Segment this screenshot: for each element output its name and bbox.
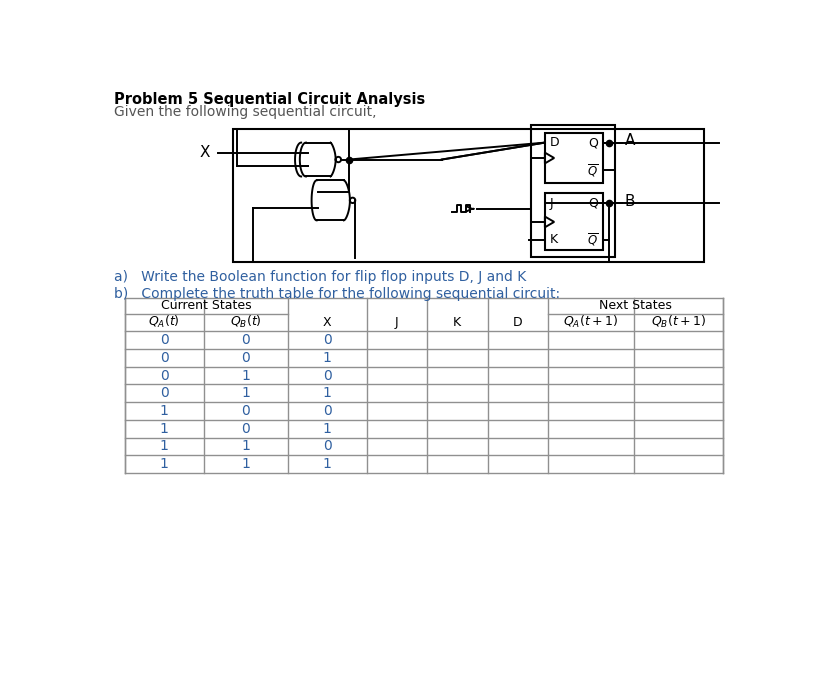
Text: 1: 1 bbox=[323, 351, 332, 364]
Text: $Q_B(t+1)$: $Q_B(t+1)$ bbox=[651, 315, 706, 331]
Text: K: K bbox=[549, 233, 558, 246]
Text: $Q_A(t)$: $Q_A(t)$ bbox=[148, 315, 180, 331]
Text: 0: 0 bbox=[242, 422, 250, 435]
Text: 1: 1 bbox=[160, 422, 169, 435]
Text: 0: 0 bbox=[323, 439, 332, 454]
Text: Q: Q bbox=[588, 136, 598, 149]
Text: 1: 1 bbox=[323, 457, 332, 471]
Text: 1: 1 bbox=[241, 369, 250, 383]
Text: K: K bbox=[453, 316, 461, 329]
Text: $Q_B(t)$: $Q_B(t)$ bbox=[230, 315, 262, 331]
Text: $Q_A(t+1)$: $Q_A(t+1)$ bbox=[563, 315, 619, 331]
Text: 1: 1 bbox=[160, 457, 169, 471]
Text: $\overline{Q}$: $\overline{Q}$ bbox=[587, 162, 598, 179]
Text: J: J bbox=[395, 316, 398, 329]
Text: 0: 0 bbox=[323, 333, 332, 347]
Text: 0: 0 bbox=[160, 386, 169, 400]
Text: Next States: Next States bbox=[599, 299, 672, 313]
Text: Given the following sequential circuit,: Given the following sequential circuit, bbox=[114, 105, 376, 119]
Text: 1: 1 bbox=[241, 386, 250, 400]
Text: D: D bbox=[549, 136, 559, 149]
Text: 1: 1 bbox=[241, 439, 250, 454]
Text: 1: 1 bbox=[160, 404, 169, 418]
Text: 0: 0 bbox=[323, 404, 332, 418]
Text: 0: 0 bbox=[242, 351, 250, 364]
Text: $\overline{Q}$: $\overline{Q}$ bbox=[587, 232, 598, 248]
Text: 1: 1 bbox=[241, 457, 250, 471]
Text: 0: 0 bbox=[160, 351, 169, 364]
Bar bbox=[531, 125, 615, 256]
Text: Q: Q bbox=[588, 197, 598, 210]
Text: J: J bbox=[549, 197, 553, 210]
Text: D: D bbox=[513, 316, 522, 329]
Text: 1: 1 bbox=[160, 439, 169, 454]
Text: Problem 5 Sequential Circuit Analysis: Problem 5 Sequential Circuit Analysis bbox=[114, 92, 425, 107]
Text: 0: 0 bbox=[160, 369, 169, 383]
Text: Current States: Current States bbox=[161, 299, 252, 313]
Text: X: X bbox=[323, 316, 332, 329]
Text: 0: 0 bbox=[323, 369, 332, 383]
Text: B: B bbox=[625, 194, 635, 209]
Text: b)   Complete the truth table for the following sequential circuit:: b) Complete the truth table for the foll… bbox=[114, 287, 560, 300]
Bar bbox=[544, 132, 603, 183]
Text: 1: 1 bbox=[323, 422, 332, 435]
Bar bbox=[544, 192, 603, 250]
Text: X: X bbox=[200, 145, 210, 160]
Text: a)   Write the Boolean function for flip flop inputs D, J and K: a) Write the Boolean function for flip f… bbox=[114, 269, 526, 283]
Text: A: A bbox=[625, 133, 635, 148]
Text: 1: 1 bbox=[323, 386, 332, 400]
Bar bbox=[233, 129, 704, 262]
Text: 0: 0 bbox=[242, 404, 250, 418]
Text: 0: 0 bbox=[242, 333, 250, 347]
Text: 0: 0 bbox=[160, 333, 169, 347]
